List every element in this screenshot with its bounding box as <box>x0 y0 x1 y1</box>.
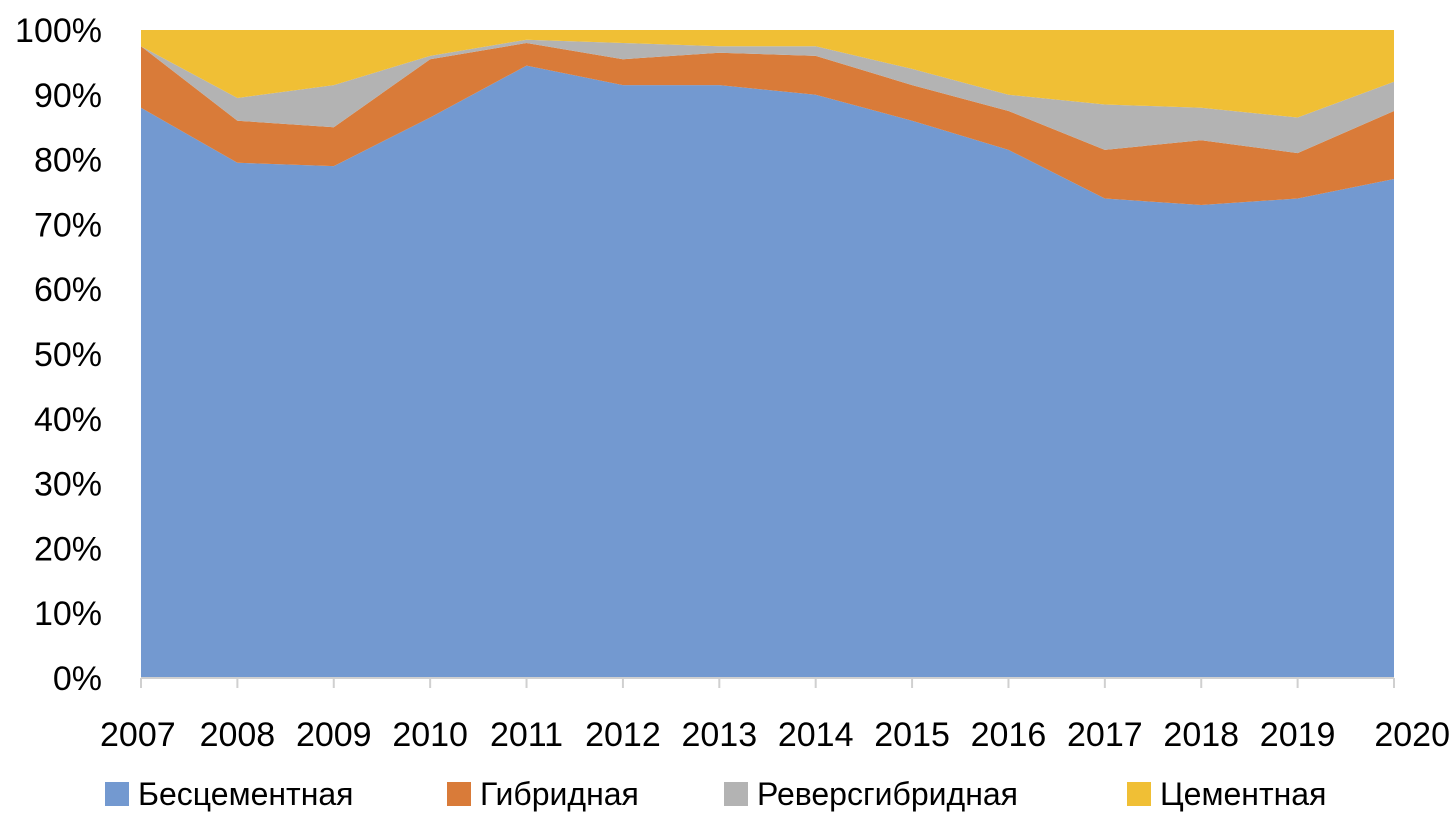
x-tick-label: 2012 <box>585 716 661 754</box>
x-tick-label: 2008 <box>200 716 276 754</box>
x-tick-label: 2009 <box>296 716 372 754</box>
x-tick-label: 2010 <box>392 716 468 754</box>
y-tick-label: 40% <box>34 401 102 439</box>
legend-swatch-2 <box>447 782 471 806</box>
y-tick-label: 90% <box>34 77 102 115</box>
y-tick-label: 70% <box>34 206 102 244</box>
y-tick-label: 30% <box>34 466 102 504</box>
x-tick-label: 2011 <box>490 716 563 754</box>
x-tick-label: 2017 <box>1067 716 1143 754</box>
x-tick-label: 2013 <box>681 716 757 754</box>
x-tick-label: 2015 <box>874 716 950 754</box>
x-tick-label: 2020 <box>1374 716 1450 754</box>
area-series-4 <box>141 30 1394 118</box>
y-tick-label: 80% <box>34 142 102 180</box>
legend-label-4: Цементная <box>1160 776 1326 812</box>
x-tick-label: 2014 <box>778 716 854 754</box>
legend-swatch-3 <box>724 782 748 806</box>
legend-label-2: Гибридная <box>480 776 639 812</box>
axes: 2007 2008 2009 2010 2011 2012 2013 2014 2015 2016… <box>15 12 1450 754</box>
legend-label-3: Реверсгибридная <box>757 776 1018 812</box>
area-series-2 <box>141 43 1394 205</box>
y-tick-label: 60% <box>34 271 102 309</box>
legend-swatch-4 <box>1127 782 1151 806</box>
legend-label-1: Бесцементная <box>138 776 353 812</box>
x-tick-label: 2007 <box>100 716 176 754</box>
x-tick-label: 2019 <box>1260 716 1336 754</box>
x-tick-label: 2016 <box>971 716 1047 754</box>
y-tick-label: 20% <box>34 530 102 568</box>
legend-swatch-1 <box>105 782 129 806</box>
area-series-3 <box>141 39 1394 154</box>
x-tick-label: 2018 <box>1163 716 1239 754</box>
area-series-1 <box>141 65 1394 679</box>
legend: Бесцементная Гибридная Реверсгибридная Цеме… <box>105 776 1326 812</box>
plot-areas <box>141 30 1394 679</box>
y-tick-label: 100% <box>15 12 102 50</box>
y-tick-label: 0% <box>53 660 102 698</box>
y-tick-label: 50% <box>34 336 102 374</box>
y-tick-label: 10% <box>34 595 102 633</box>
